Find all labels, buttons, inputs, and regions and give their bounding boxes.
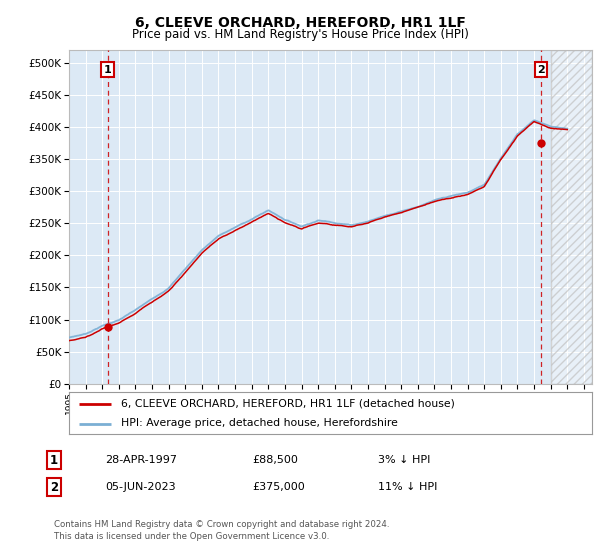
Text: £88,500: £88,500	[252, 455, 298, 465]
Text: 1: 1	[104, 64, 112, 74]
Bar	[551, 50, 592, 384]
Text: Price paid vs. HM Land Registry's House Price Index (HPI): Price paid vs. HM Land Registry's House …	[131, 28, 469, 41]
Text: Contains HM Land Registry data © Crown copyright and database right 2024.
This d: Contains HM Land Registry data © Crown c…	[54, 520, 389, 542]
Text: 6, CLEEVE ORCHARD, HEREFORD, HR1 1LF: 6, CLEEVE ORCHARD, HEREFORD, HR1 1LF	[134, 16, 466, 30]
Bar	[551, 50, 592, 384]
Text: 05-JUN-2023: 05-JUN-2023	[105, 482, 176, 492]
Text: 1: 1	[50, 454, 58, 467]
Text: 11% ↓ HPI: 11% ↓ HPI	[378, 482, 437, 492]
Text: 2: 2	[537, 64, 545, 74]
Text: 3% ↓ HPI: 3% ↓ HPI	[378, 455, 430, 465]
Text: £375,000: £375,000	[252, 482, 305, 492]
Text: 6, CLEEVE ORCHARD, HEREFORD, HR1 1LF (detached house): 6, CLEEVE ORCHARD, HEREFORD, HR1 1LF (de…	[121, 399, 455, 409]
Text: 2: 2	[50, 480, 58, 494]
Text: HPI: Average price, detached house, Herefordshire: HPI: Average price, detached house, Here…	[121, 418, 398, 428]
Text: 28-APR-1997: 28-APR-1997	[105, 455, 177, 465]
